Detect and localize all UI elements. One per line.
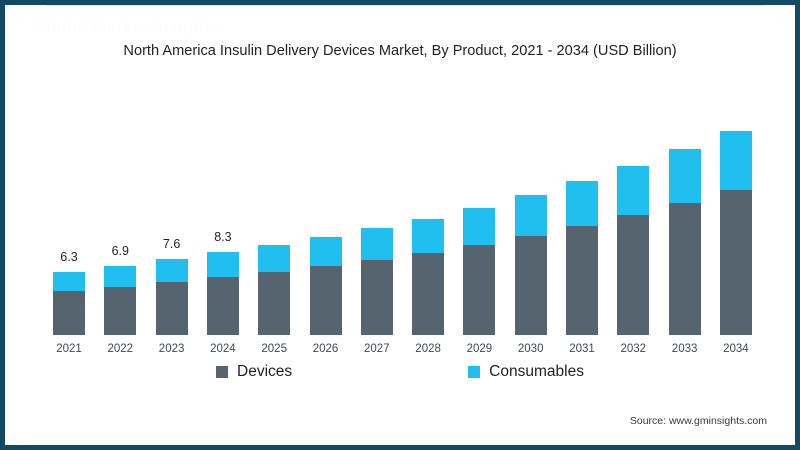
- bar-segment-devices-2030[interactable]: [514, 236, 547, 335]
- bar-column-2023[interactable]: [155, 259, 188, 335]
- source-attribution: Source: www.gminsights.com: [629, 415, 767, 427]
- bar-segment-consumables-2027[interactable]: [360, 228, 393, 260]
- bar-segment-consumables-2025[interactable]: [258, 245, 291, 272]
- bar-column-2032[interactable]: [617, 166, 650, 335]
- bar-value-label-2021: 6.3: [60, 250, 78, 264]
- bar-segment-consumables-2030[interactable]: [514, 195, 547, 236]
- bar-segment-devices-2029[interactable]: [463, 245, 496, 335]
- bar-segment-devices-2028[interactable]: [412, 253, 445, 335]
- x-axis-tick-2034: 2034: [723, 343, 749, 355]
- bar-segment-devices-2027[interactable]: [360, 260, 393, 335]
- x-axis-line: [45, 5, 765, 6]
- bar-column-2030[interactable]: [514, 195, 547, 335]
- bar-column-2026[interactable]: [309, 237, 342, 335]
- legend-swatch-devices: [216, 366, 229, 378]
- bar-column-2034[interactable]: [719, 131, 752, 335]
- x-axis-tick-2021: 2021: [56, 343, 82, 355]
- x-axis-tick-2022: 2022: [107, 343, 134, 355]
- bar-column-2027[interactable]: [360, 228, 393, 335]
- legend-label-consumables: Consumables: [489, 363, 584, 380]
- bar-value-label-2023: 7.6: [162, 237, 181, 251]
- bar-segment-consumables-2024[interactable]: [206, 252, 239, 277]
- chart-legend: Devices Consumables: [5, 363, 795, 381]
- bar-segment-devices-2023[interactable]: [155, 282, 188, 335]
- bar-column-2024[interactable]: [206, 252, 239, 335]
- legend-label-devices: Devices: [237, 363, 293, 380]
- plot-area: 6.3 2021 6.9 2022 7.6 2023 8.3 2024 2025 2026 2027…: [5, 5, 795, 445]
- bar-value-label-2024: 8.3: [214, 230, 232, 244]
- bar-segment-devices-2026[interactable]: [309, 266, 342, 335]
- company-watermark-logo: Global Market Insights: [33, 17, 220, 36]
- bar-segment-devices-2021[interactable]: [53, 291, 85, 335]
- x-axis-tick-2029: 2029: [466, 343, 493, 355]
- bar-segment-consumables-2023[interactable]: [155, 259, 188, 282]
- bar-value-label-2022: 6.9: [111, 244, 129, 258]
- bar-segment-consumables-2032[interactable]: [617, 166, 650, 215]
- legend-item-devices[interactable]: Devices: [216, 363, 292, 381]
- x-axis-tick-2026: 2026: [312, 343, 339, 355]
- bar-segment-devices-2024[interactable]: [206, 277, 239, 335]
- bar-segment-consumables-2034[interactable]: [719, 131, 752, 190]
- x-axis-tick-2028: 2028: [415, 343, 441, 355]
- bar-segment-consumables-2029[interactable]: [463, 208, 496, 245]
- bar-segment-consumables-2028[interactable]: [412, 219, 445, 253]
- bar-segment-devices-2034[interactable]: [719, 190, 752, 335]
- bar-column-2031[interactable]: [566, 181, 598, 335]
- bar-column-2029[interactable]: [463, 208, 496, 335]
- bar-segment-consumables-2031[interactable]: [566, 181, 598, 226]
- legend-swatch-consumables: [468, 366, 481, 378]
- bar-segment-devices-2033[interactable]: [668, 203, 701, 335]
- bar-column-2022[interactable]: [104, 266, 137, 335]
- x-axis-tick-2032: 2032: [620, 343, 647, 355]
- bar-segment-consumables-2022[interactable]: [104, 266, 137, 287]
- bar-column-2021[interactable]: [53, 272, 85, 335]
- bar-segment-devices-2032[interactable]: [617, 215, 650, 335]
- legend-item-consumables[interactable]: Consumables: [468, 363, 584, 381]
- bar-column-2033[interactable]: [668, 149, 701, 335]
- x-axis-tick-2033: 2033: [671, 343, 698, 355]
- bar-segment-devices-2022[interactable]: [104, 287, 137, 335]
- bar-segment-consumables-2033[interactable]: [668, 149, 701, 203]
- bar-column-2028[interactable]: [412, 219, 445, 335]
- bar-segment-devices-2025[interactable]: [258, 272, 291, 335]
- bar-column-2025[interactable]: [258, 245, 291, 335]
- bar-segment-consumables-2026[interactable]: [309, 237, 342, 266]
- x-axis-tick-2025: 2025: [261, 343, 287, 355]
- x-axis-tick-2030: 2030: [517, 343, 544, 355]
- bar-segment-consumables-2021[interactable]: [53, 272, 85, 291]
- x-axis-tick-2031: 2031: [569, 343, 595, 355]
- chart-canvas: Global Market Insights North America Ins…: [5, 5, 795, 445]
- x-axis-tick-2027: 2027: [364, 343, 390, 355]
- x-axis-tick-2023: 2023: [158, 343, 185, 355]
- x-axis-tick-2024: 2024: [210, 343, 236, 355]
- bar-segment-devices-2031[interactable]: [566, 226, 598, 335]
- chart-title: North America Insulin Delivery Devices M…: [123, 43, 677, 59]
